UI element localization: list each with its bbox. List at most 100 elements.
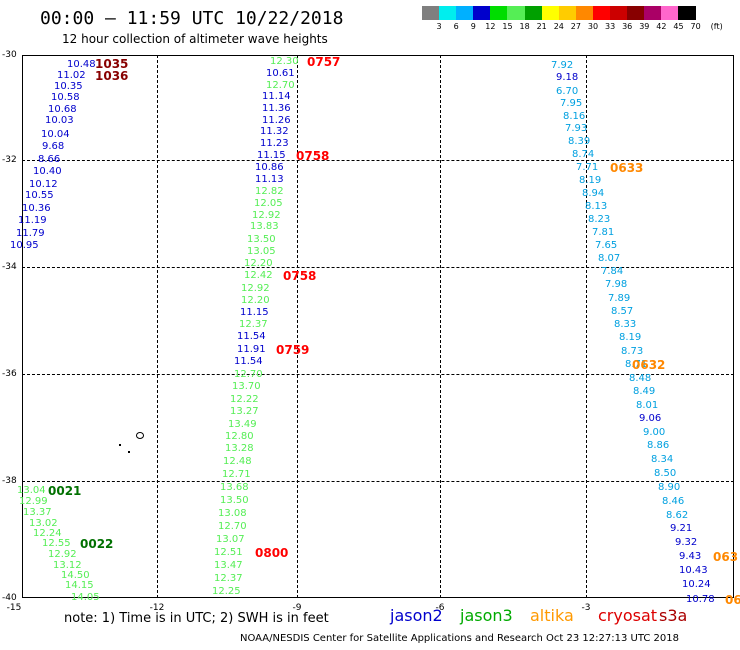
wave-height-value: 11.23 xyxy=(260,138,289,149)
wave-height-value: 10.24 xyxy=(682,579,711,590)
wave-height-value: 13.27 xyxy=(230,406,259,417)
wave-height-value: 10.36 xyxy=(22,203,51,214)
longitude-tick-label: -12 xyxy=(149,603,165,613)
wave-height-value: 13.50 xyxy=(247,234,276,245)
wave-height-value: 12.20 xyxy=(241,295,270,306)
wave-height-value: 7.92 xyxy=(551,60,574,71)
wave-height-value: 7.84 xyxy=(601,266,624,277)
wave-height-value: 10.04 xyxy=(41,129,70,140)
latitude-tick-label: -40 xyxy=(2,593,17,603)
pass-time-label: 06 xyxy=(725,593,740,607)
wave-height-value: 8.01 xyxy=(636,400,659,411)
longitude-gridline xyxy=(440,55,441,598)
wave-height-value: 8.62 xyxy=(666,510,689,521)
wave-height-value: 7.89 xyxy=(608,293,631,304)
color-swatch xyxy=(592,6,611,20)
pass-time-label: 0021 xyxy=(48,484,82,498)
color-swatch xyxy=(507,6,525,20)
legend-item-cryosat: cryosat xyxy=(598,606,658,625)
legend-item-jason2: jason2 xyxy=(390,606,443,625)
footnote: note: 1) Time is in UTC; 2) SWH is in fe… xyxy=(64,611,329,626)
wave-height-value: 7.98 xyxy=(605,279,628,290)
wave-height-value: 8.19 xyxy=(619,332,642,343)
wave-height-value: 10.48 xyxy=(67,59,96,70)
color-scale-label: 6 xyxy=(453,22,459,31)
wave-height-value: 7.71 xyxy=(576,162,599,173)
wave-height-value: 12.70 xyxy=(218,521,247,532)
wave-height-value: 7.65 xyxy=(595,240,618,251)
wave-height-value: 13.50 xyxy=(220,495,249,506)
color-swatch xyxy=(456,6,474,20)
color-scale-labels: 3 6 9 12 15 18 21 24 27 30 33 36 39 42 45 70 (ft) xyxy=(422,22,732,34)
latitude-gridline xyxy=(22,160,734,161)
wave-height-value: 10.61 xyxy=(266,68,295,79)
wave-height-value: 13.02 xyxy=(29,518,58,529)
wave-height-value: 13.83 xyxy=(250,221,279,232)
color-swatch xyxy=(524,6,542,20)
latitude-tick-label: -32 xyxy=(2,155,17,165)
color-swatch xyxy=(490,6,508,20)
wave-height-value: 12.05 xyxy=(254,198,283,209)
latitude-tick-label: -36 xyxy=(2,369,17,379)
wave-height-value: 8.86 xyxy=(647,440,670,451)
wave-height-value: 10.95 xyxy=(10,240,39,251)
pass-time-label: 063 xyxy=(713,550,739,564)
wave-height-value: 14.15 xyxy=(65,580,94,591)
color-swatch xyxy=(422,6,440,20)
wave-height-value: 13.05 xyxy=(247,246,276,257)
wave-height-value: 13.28 xyxy=(225,443,254,454)
wave-height-value: 11.54 xyxy=(237,331,266,342)
wave-height-value: 8.66 xyxy=(38,154,61,165)
wave-height-value: 12.82 xyxy=(255,186,284,197)
wave-height-value: 8.16 xyxy=(563,111,586,122)
wave-height-value: 14.50 xyxy=(61,570,90,581)
island-dot xyxy=(119,444,121,446)
color-swatch xyxy=(610,6,628,20)
island-outline xyxy=(136,432,144,439)
credit-footer: NOAA/NESDIS Center for Satellite Applica… xyxy=(240,633,679,644)
wave-height-value: 6.70 xyxy=(556,86,579,97)
pass-time-label: 0633 xyxy=(610,161,644,175)
wave-height-value: 12.71 xyxy=(222,469,251,480)
wave-height-value: 12.48 xyxy=(223,456,252,467)
wave-height-value: 10.58 xyxy=(51,92,80,103)
wave-height-value: 8.13 xyxy=(585,201,608,212)
wave-height-value: 8.94 xyxy=(582,188,605,199)
latitude-tick-label: -34 xyxy=(2,262,17,272)
color-swatch xyxy=(558,6,576,20)
wave-height-value: 8.33 xyxy=(614,319,637,330)
pass-time-label: 0757 xyxy=(307,55,341,69)
latitude-gridline xyxy=(22,481,734,482)
latitude-tick-label: -30 xyxy=(2,50,17,60)
color-swatch xyxy=(575,6,593,20)
wave-height-value: 12.25 xyxy=(212,586,241,597)
wave-height-value: 12.55 xyxy=(42,538,71,549)
longitude-tick-label: -3 xyxy=(581,603,591,613)
wave-height-value: 13.68 xyxy=(220,482,249,493)
color-scale-label: 21 xyxy=(536,22,547,31)
color-scale-label: 15 xyxy=(502,22,513,31)
wave-height-value: 10.40 xyxy=(33,166,62,177)
longitude-tick-label: -15 xyxy=(6,603,22,613)
longitude-gridline xyxy=(297,55,298,598)
wave-height-value: 7.81 xyxy=(592,227,615,238)
wave-height-value: 12.92 xyxy=(252,210,281,221)
wave-height-value: 8.39 xyxy=(568,136,591,147)
longitude-gridline xyxy=(157,55,158,598)
wave-height-value: 12.24 xyxy=(33,528,62,539)
wave-height-value: 7.93 xyxy=(565,123,588,134)
wave-height-value: 8.07 xyxy=(598,253,621,264)
wave-height-value: 11.79 xyxy=(16,228,45,239)
legend-item-altika: altika xyxy=(530,606,574,625)
color-scale-bar xyxy=(422,6,696,20)
pass-time-label: 0758 xyxy=(296,149,330,163)
color-scale-label: 39 xyxy=(639,22,650,31)
color-swatch xyxy=(644,6,662,20)
wave-height-value: 11.32 xyxy=(260,126,289,137)
pass-time-label: 1035 xyxy=(95,57,129,71)
wave-height-value: 8.48 xyxy=(629,373,652,384)
wave-height-value: 9.00 xyxy=(643,427,666,438)
wave-height-value: 11.14 xyxy=(262,91,291,102)
wave-height-value: 8.73 xyxy=(621,346,644,357)
color-swatch xyxy=(661,6,679,20)
